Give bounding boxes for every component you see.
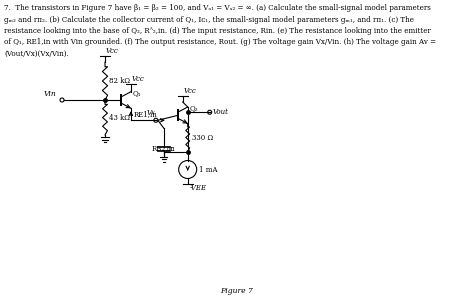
Text: Vin: Vin bbox=[44, 90, 57, 98]
Text: 330 Ω: 330 Ω bbox=[191, 134, 213, 142]
Text: Vout: Vout bbox=[213, 108, 228, 116]
Text: resistance looking into the base of Q₂, Rᴬ₂,in. (d) The input resistance, Rin. (: resistance looking into the base of Q₂, … bbox=[4, 27, 431, 35]
Text: Q₂: Q₂ bbox=[189, 104, 198, 112]
Text: RB2,in: RB2,in bbox=[152, 144, 175, 152]
Text: gₘ₂ and rπ₂. (b) Calculate the collector current of Q₁, Iᴄ₁, the small-signal mo: gₘ₂ and rπ₂. (b) Calculate the collector… bbox=[4, 16, 414, 23]
Text: Q₁: Q₁ bbox=[132, 89, 141, 97]
Text: Vcc: Vcc bbox=[132, 75, 145, 83]
Text: Vcc: Vcc bbox=[106, 47, 119, 55]
Text: RE1,in: RE1,in bbox=[134, 110, 157, 118]
Text: 7.  The transistors in Figure 7 have β₁ = β₂ = 100, and Vₐ₁ = Vₐ₂ = ∞. (a) Calcu: 7. The transistors in Figure 7 have β₁ =… bbox=[4, 4, 431, 12]
Text: Vcc: Vcc bbox=[184, 87, 196, 95]
Text: of Q₁, RE1,in with Vin grounded. (f) The output resistance, Rout. (g) The voltag: of Q₁, RE1,in with Vin grounded. (f) The… bbox=[4, 38, 436, 46]
Text: Vx: Vx bbox=[146, 109, 155, 117]
Text: 1 mA: 1 mA bbox=[199, 166, 217, 174]
Text: -VEE: -VEE bbox=[190, 185, 207, 192]
Text: 82 kΩ: 82 kΩ bbox=[109, 77, 130, 85]
Text: (Vout/Vx)(Vx/Vin).: (Vout/Vx)(Vx/Vin). bbox=[4, 50, 69, 58]
Text: Figure 7: Figure 7 bbox=[220, 287, 254, 295]
Text: 43 kΩ: 43 kΩ bbox=[109, 113, 130, 121]
Text: DC: DC bbox=[167, 147, 174, 152]
